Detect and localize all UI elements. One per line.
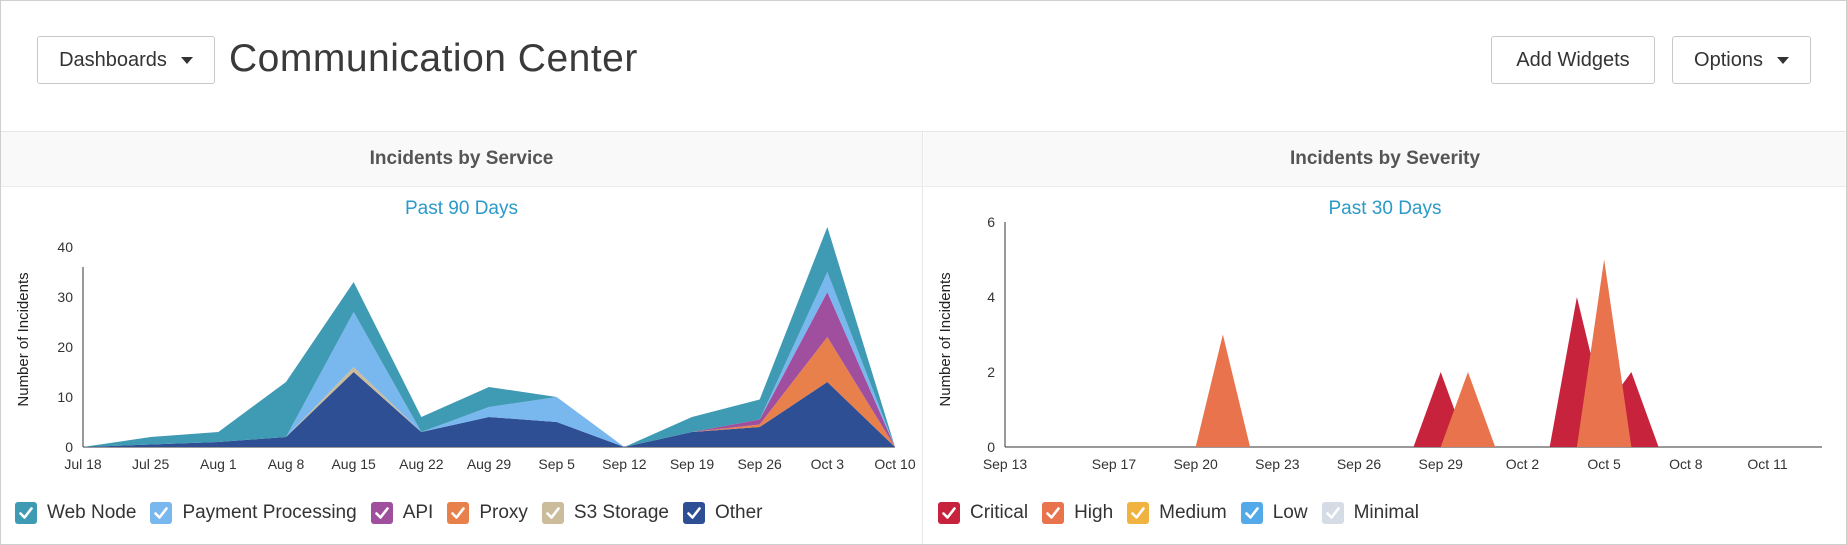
- x-tick-label: Sep 20: [1173, 456, 1218, 472]
- y-axis-label: Number of Incidents: [937, 272, 954, 406]
- y-axis-label: Number of Incidents: [15, 272, 32, 406]
- series-area-high: [1195, 259, 1632, 447]
- x-tick-label: Sep 17: [1092, 456, 1137, 472]
- x-tick-label: Oct 5: [1587, 456, 1621, 472]
- legend-label: Medium: [1159, 502, 1227, 523]
- y-tick-label: 0: [987, 439, 995, 455]
- x-tick-label: Sep 23: [1255, 456, 1300, 472]
- legend-label: S3 Storage: [573, 502, 669, 523]
- legend-item-minimal[interactable]: Minimal: [1321, 502, 1420, 524]
- x-tick-label: Sep 19: [670, 456, 715, 472]
- legend-label: Other: [714, 502, 763, 523]
- dashboard-header: Dashboards Communication Center Add Widg…: [1, 1, 1846, 132]
- checkbox-checked-icon[interactable]: [1042, 502, 1065, 524]
- legend-label: API: [402, 502, 434, 523]
- x-tick-label: Aug 29: [467, 456, 512, 472]
- legend-item-s3-storage[interactable]: S3 Storage: [541, 502, 669, 524]
- y-tick-label: 40: [57, 239, 73, 255]
- x-tick-label: Sep 12: [602, 456, 647, 472]
- caret-down-icon: [1776, 56, 1789, 64]
- x-tick-label: Aug 1: [200, 456, 237, 472]
- x-tick-label: Oct 10: [874, 456, 915, 472]
- legend-label: Web Node: [47, 502, 137, 523]
- legend-item-high[interactable]: High: [1042, 502, 1113, 524]
- legend-item-payment-processing[interactable]: Payment Processing: [150, 502, 357, 524]
- x-tick-label: Jul 18: [64, 456, 102, 472]
- incidents-by-service-chart: 0 10 20 30 40 Jul 18 Jul 25 Aug 1 Aug 8 Aug 15 Aug…: [15, 227, 916, 472]
- x-tick-label: Oct 11: [1747, 456, 1787, 472]
- incidents-by-service-widget: Incidents by Service Past 90 Days 0 10 20 3…: [1, 132, 923, 544]
- checkbox-checked-icon[interactable]: [682, 502, 705, 524]
- add-widgets-button[interactable]: Add Widgets: [1491, 36, 1655, 84]
- x-tick-label: Sep 26: [1337, 456, 1382, 472]
- legend-label: High: [1074, 502, 1114, 523]
- x-tick-label: Sep 13: [983, 456, 1028, 472]
- checkbox-checked-icon[interactable]: [15, 502, 37, 524]
- series-area-payment-processing: [83, 272, 895, 447]
- severity-legend: Critical High Medium Low Minimal: [938, 502, 1433, 524]
- checkbox-checked-icon[interactable]: [447, 502, 470, 524]
- checkbox-checked-icon[interactable]: [1240, 502, 1263, 524]
- checkbox-checked-icon[interactable]: [1321, 502, 1344, 524]
- x-tick-label: Sep 5: [538, 456, 575, 472]
- legend-item-api[interactable]: API: [370, 502, 434, 524]
- legend-label: Low: [1272, 502, 1308, 523]
- series-area-web-node: [83, 227, 895, 447]
- incidents-by-severity-chart: 0 2 4 6 Sep 13 Sep 17 Sep 20 Sep 23 Sep 26 Sep 29…: [937, 214, 1822, 472]
- y-tick-label: 6: [987, 214, 995, 230]
- widget-heading: Incidents by Severity: [924, 132, 1846, 187]
- x-tick-label: Oct 3: [811, 456, 845, 472]
- page-title: Communication Center: [229, 37, 638, 80]
- options-button-label: Options: [1694, 48, 1763, 71]
- options-dropdown-button[interactable]: Options: [1672, 36, 1811, 84]
- service-legend: Web Node Payment Processing API Proxy S3 Sto…: [15, 502, 777, 524]
- caret-down-icon: [180, 56, 193, 64]
- legend-label: Proxy: [479, 502, 528, 523]
- y-tick-label: 4: [987, 289, 995, 305]
- y-tick-label: 20: [57, 339, 73, 355]
- widget-time-range: Past 30 Days: [1328, 198, 1442, 219]
- y-tick-label: 0: [65, 439, 73, 455]
- x-tick-label: Aug 8: [268, 456, 305, 472]
- add-widgets-label: Add Widgets: [1516, 48, 1630, 71]
- incidents-by-severity-widget: Incidents by Severity Past 30 Days 0 2 4 6 S…: [924, 132, 1846, 544]
- dashboards-dropdown-button[interactable]: Dashboards: [37, 36, 215, 84]
- legend-item-other[interactable]: Other: [682, 502, 763, 524]
- legend-label: Payment Processing: [182, 502, 357, 523]
- y-tick-label: 2: [987, 364, 995, 380]
- x-tick-label: Sep 26: [737, 456, 782, 472]
- series-area-other: [83, 372, 895, 447]
- checkbox-checked-icon[interactable]: [370, 502, 393, 524]
- y-tick-label: 30: [57, 289, 73, 305]
- legend-item-critical[interactable]: Critical: [938, 502, 1028, 524]
- legend-item-medium[interactable]: Medium: [1127, 502, 1227, 524]
- legend-item-low[interactable]: Low: [1240, 502, 1308, 524]
- x-tick-label: Aug 22: [399, 456, 444, 472]
- x-tick-label: Sep 29: [1419, 456, 1464, 472]
- dashboards-button-label: Dashboards: [59, 48, 167, 71]
- legend-item-proxy[interactable]: Proxy: [447, 502, 528, 524]
- widget-time-range: Past 90 Days: [405, 198, 518, 219]
- checkbox-checked-icon[interactable]: [1127, 502, 1150, 524]
- checkbox-checked-icon[interactable]: [541, 502, 564, 524]
- legend-item-web-node[interactable]: Web Node: [15, 502, 136, 524]
- y-tick-label: 10: [57, 389, 73, 405]
- widget-heading: Incidents by Service: [1, 132, 922, 187]
- x-tick-label: Jul 25: [132, 456, 170, 472]
- x-tick-label: Aug 15: [331, 456, 376, 472]
- x-tick-label: Oct 8: [1669, 456, 1703, 472]
- checkbox-checked-icon[interactable]: [938, 502, 960, 524]
- legend-label: Minimal: [1353, 502, 1420, 523]
- x-tick-label: Oct 2: [1506, 456, 1540, 472]
- checkbox-checked-icon[interactable]: [150, 502, 173, 524]
- legend-label: Critical: [970, 502, 1029, 523]
